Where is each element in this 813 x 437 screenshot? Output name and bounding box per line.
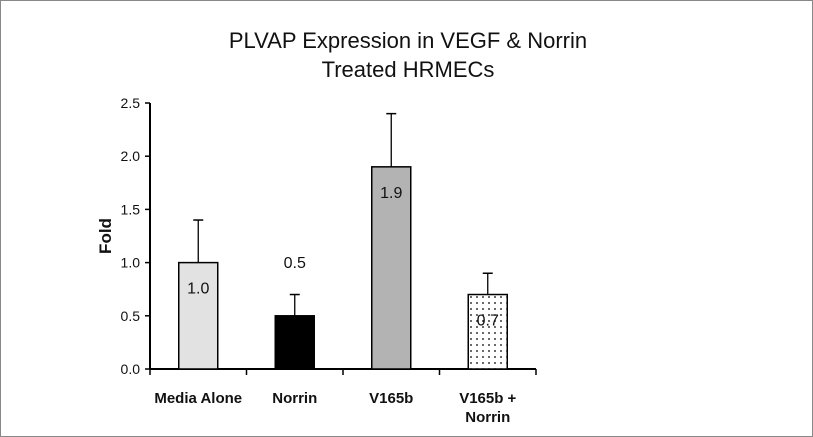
y-tick-label: 2.0: [121, 148, 141, 164]
y-tick-label: 2.5: [121, 95, 141, 111]
x-tick-label: V165b: [369, 390, 413, 407]
bar-0: [178, 261, 219, 370]
y-tick-label: 1.0: [121, 255, 141, 271]
bar-2: [371, 166, 412, 370]
chart-title-line-2: Treated HRMECs: [322, 57, 495, 82]
data-label: 0.7: [477, 313, 499, 330]
chart-title-line-1: PLVAP Expression in VEGF & Norrin: [229, 28, 587, 53]
bar-1: [274, 315, 315, 370]
y-tick-label: 1.5: [121, 201, 141, 217]
x-tick-label: V165b +: [459, 390, 516, 407]
y-tick-label: 0.5: [121, 308, 141, 324]
data-label: 1.9: [380, 185, 402, 202]
bar-3: [467, 293, 508, 370]
y-axis-label: Fold: [96, 218, 115, 254]
x-tick-label: Norrin: [465, 409, 510, 426]
data-label: 1.0: [187, 281, 209, 298]
data-label: 0.5: [284, 255, 306, 272]
y-tick-label: 0.0: [121, 361, 141, 377]
x-tick-label: Media Alone: [154, 390, 242, 407]
x-tick-label: Norrin: [272, 390, 317, 407]
